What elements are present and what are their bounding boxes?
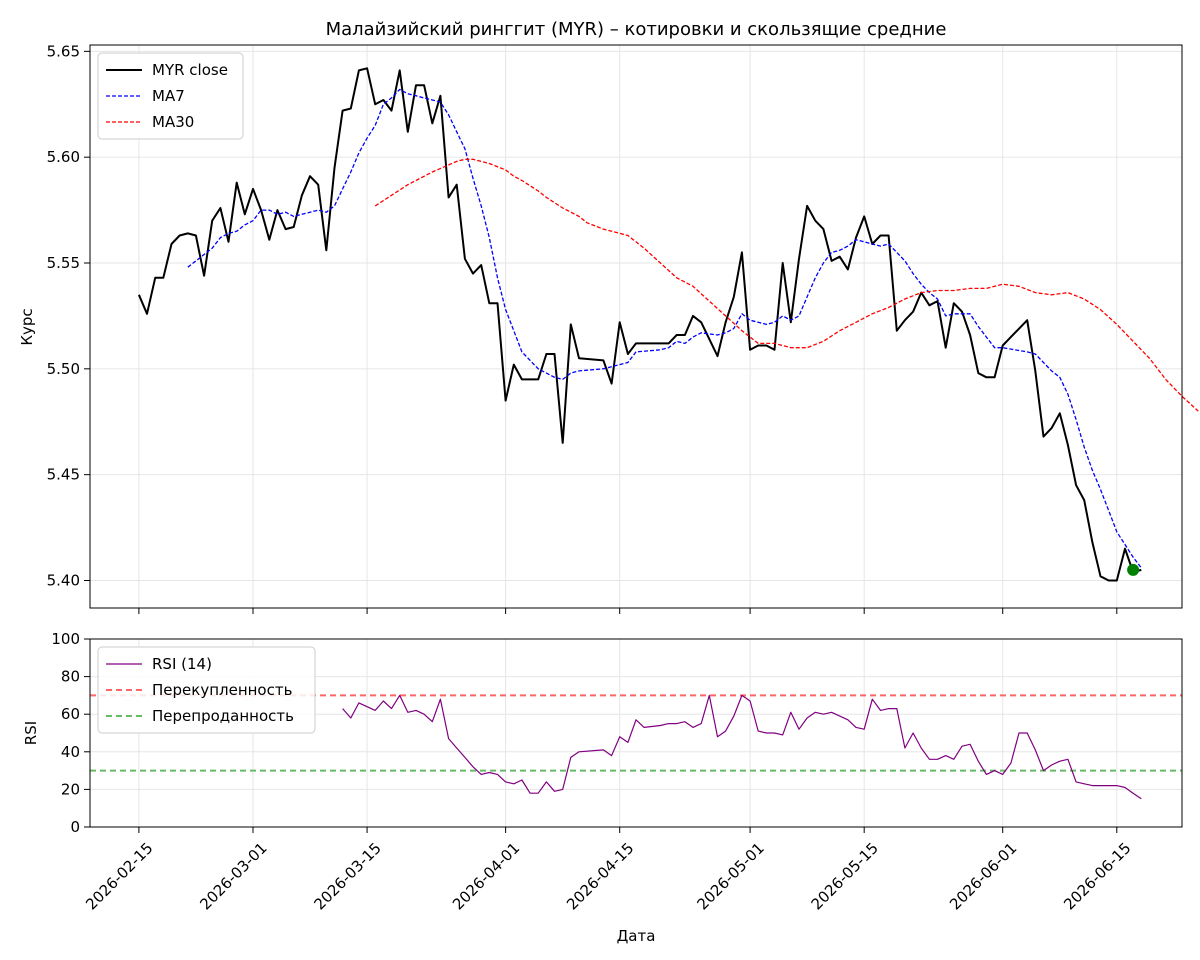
price-y-tick-label: 5.50 xyxy=(47,360,80,378)
rsi-axes-frame xyxy=(89,638,1183,828)
legend-label: Перекупленность xyxy=(152,681,292,699)
rsi-y-tick-label: 20 xyxy=(61,780,80,798)
rsi-y-tick-label: 100 xyxy=(51,630,80,648)
legend-label: Перепроданность xyxy=(152,707,294,725)
rsi-panel: 0 20 40 60 80 100 2026-02-15 2026-03-01 2026-03… xyxy=(22,630,1183,913)
price-y-tick-label: 5.60 xyxy=(47,148,80,166)
legend-box xyxy=(97,646,316,734)
series-line-rsi xyxy=(342,694,1142,800)
series-line-ma7 xyxy=(187,88,1142,569)
rsi-series xyxy=(342,694,1142,800)
x-tick-label: 2026-03-15 xyxy=(310,839,384,913)
x-tick-label: 2026-04-01 xyxy=(449,839,523,913)
price-legend: MYR close MA7 MA30 xyxy=(97,52,244,140)
price-x-ticks xyxy=(138,608,1118,614)
price-y-tick-label: 5.40 xyxy=(47,571,80,589)
price-y-axis-label: Курс xyxy=(18,308,36,345)
rsi-y-tick-label: 0 xyxy=(70,818,80,836)
legend-label: MA30 xyxy=(152,113,194,131)
legend-label: RSI (14) xyxy=(152,655,212,673)
rsi-y-ticks: 0 20 40 60 80 100 xyxy=(51,630,90,836)
price-y-ticks: 5.40 5.45 5.50 5.55 5.60 5.65 xyxy=(47,42,90,589)
price-axes-frame xyxy=(89,44,1183,609)
x-tick-label: 2026-06-15 xyxy=(1060,839,1134,913)
legend-label: MYR close xyxy=(152,61,228,79)
price-series xyxy=(137,67,1199,582)
price-y-tick-label: 5.65 xyxy=(47,42,80,60)
rsi-y-tick-label: 80 xyxy=(61,668,80,686)
x-tick-label: 2026-04-15 xyxy=(563,839,637,913)
x-tick-label: 2026-02-15 xyxy=(82,839,156,913)
rsi-x-ticks: 2026-02-15 2026-03-01 2026-03-15 2026-04-01… xyxy=(82,827,1135,913)
price-panel: 5.405.455.505.555.605.65 Курс MYR closeM… xyxy=(18,42,1199,614)
legend-box xyxy=(97,52,244,140)
series-line-myr-close xyxy=(137,67,1142,582)
rsi-y-tick-label: 40 xyxy=(61,743,80,761)
x-tick-label: 2026-05-01 xyxy=(693,839,767,913)
x-tick-label: 2026-03-01 xyxy=(196,839,270,913)
x-tick-label: 2026-06-01 xyxy=(946,839,1020,913)
rsi-y-axis-label: RSI xyxy=(22,721,40,745)
x-tick-label: 2026-05-15 xyxy=(808,839,882,913)
last-close-marker xyxy=(1127,563,1140,576)
x-axis-label: Дата xyxy=(617,927,656,945)
legend-label: MA7 xyxy=(152,87,185,105)
price-grid xyxy=(90,45,1182,608)
series-line-ma30 xyxy=(374,158,1199,412)
price-y-tick-label: 5.55 xyxy=(47,254,80,272)
rsi-y-tick-label: 60 xyxy=(61,705,80,723)
price-y-tick-label: 5.45 xyxy=(47,466,80,484)
chart-title: Малайзийский ринггит (MYR) – котировки и… xyxy=(326,19,947,40)
rsi-legend: RSI (14) Перекупленность Перепроданность xyxy=(97,646,316,734)
